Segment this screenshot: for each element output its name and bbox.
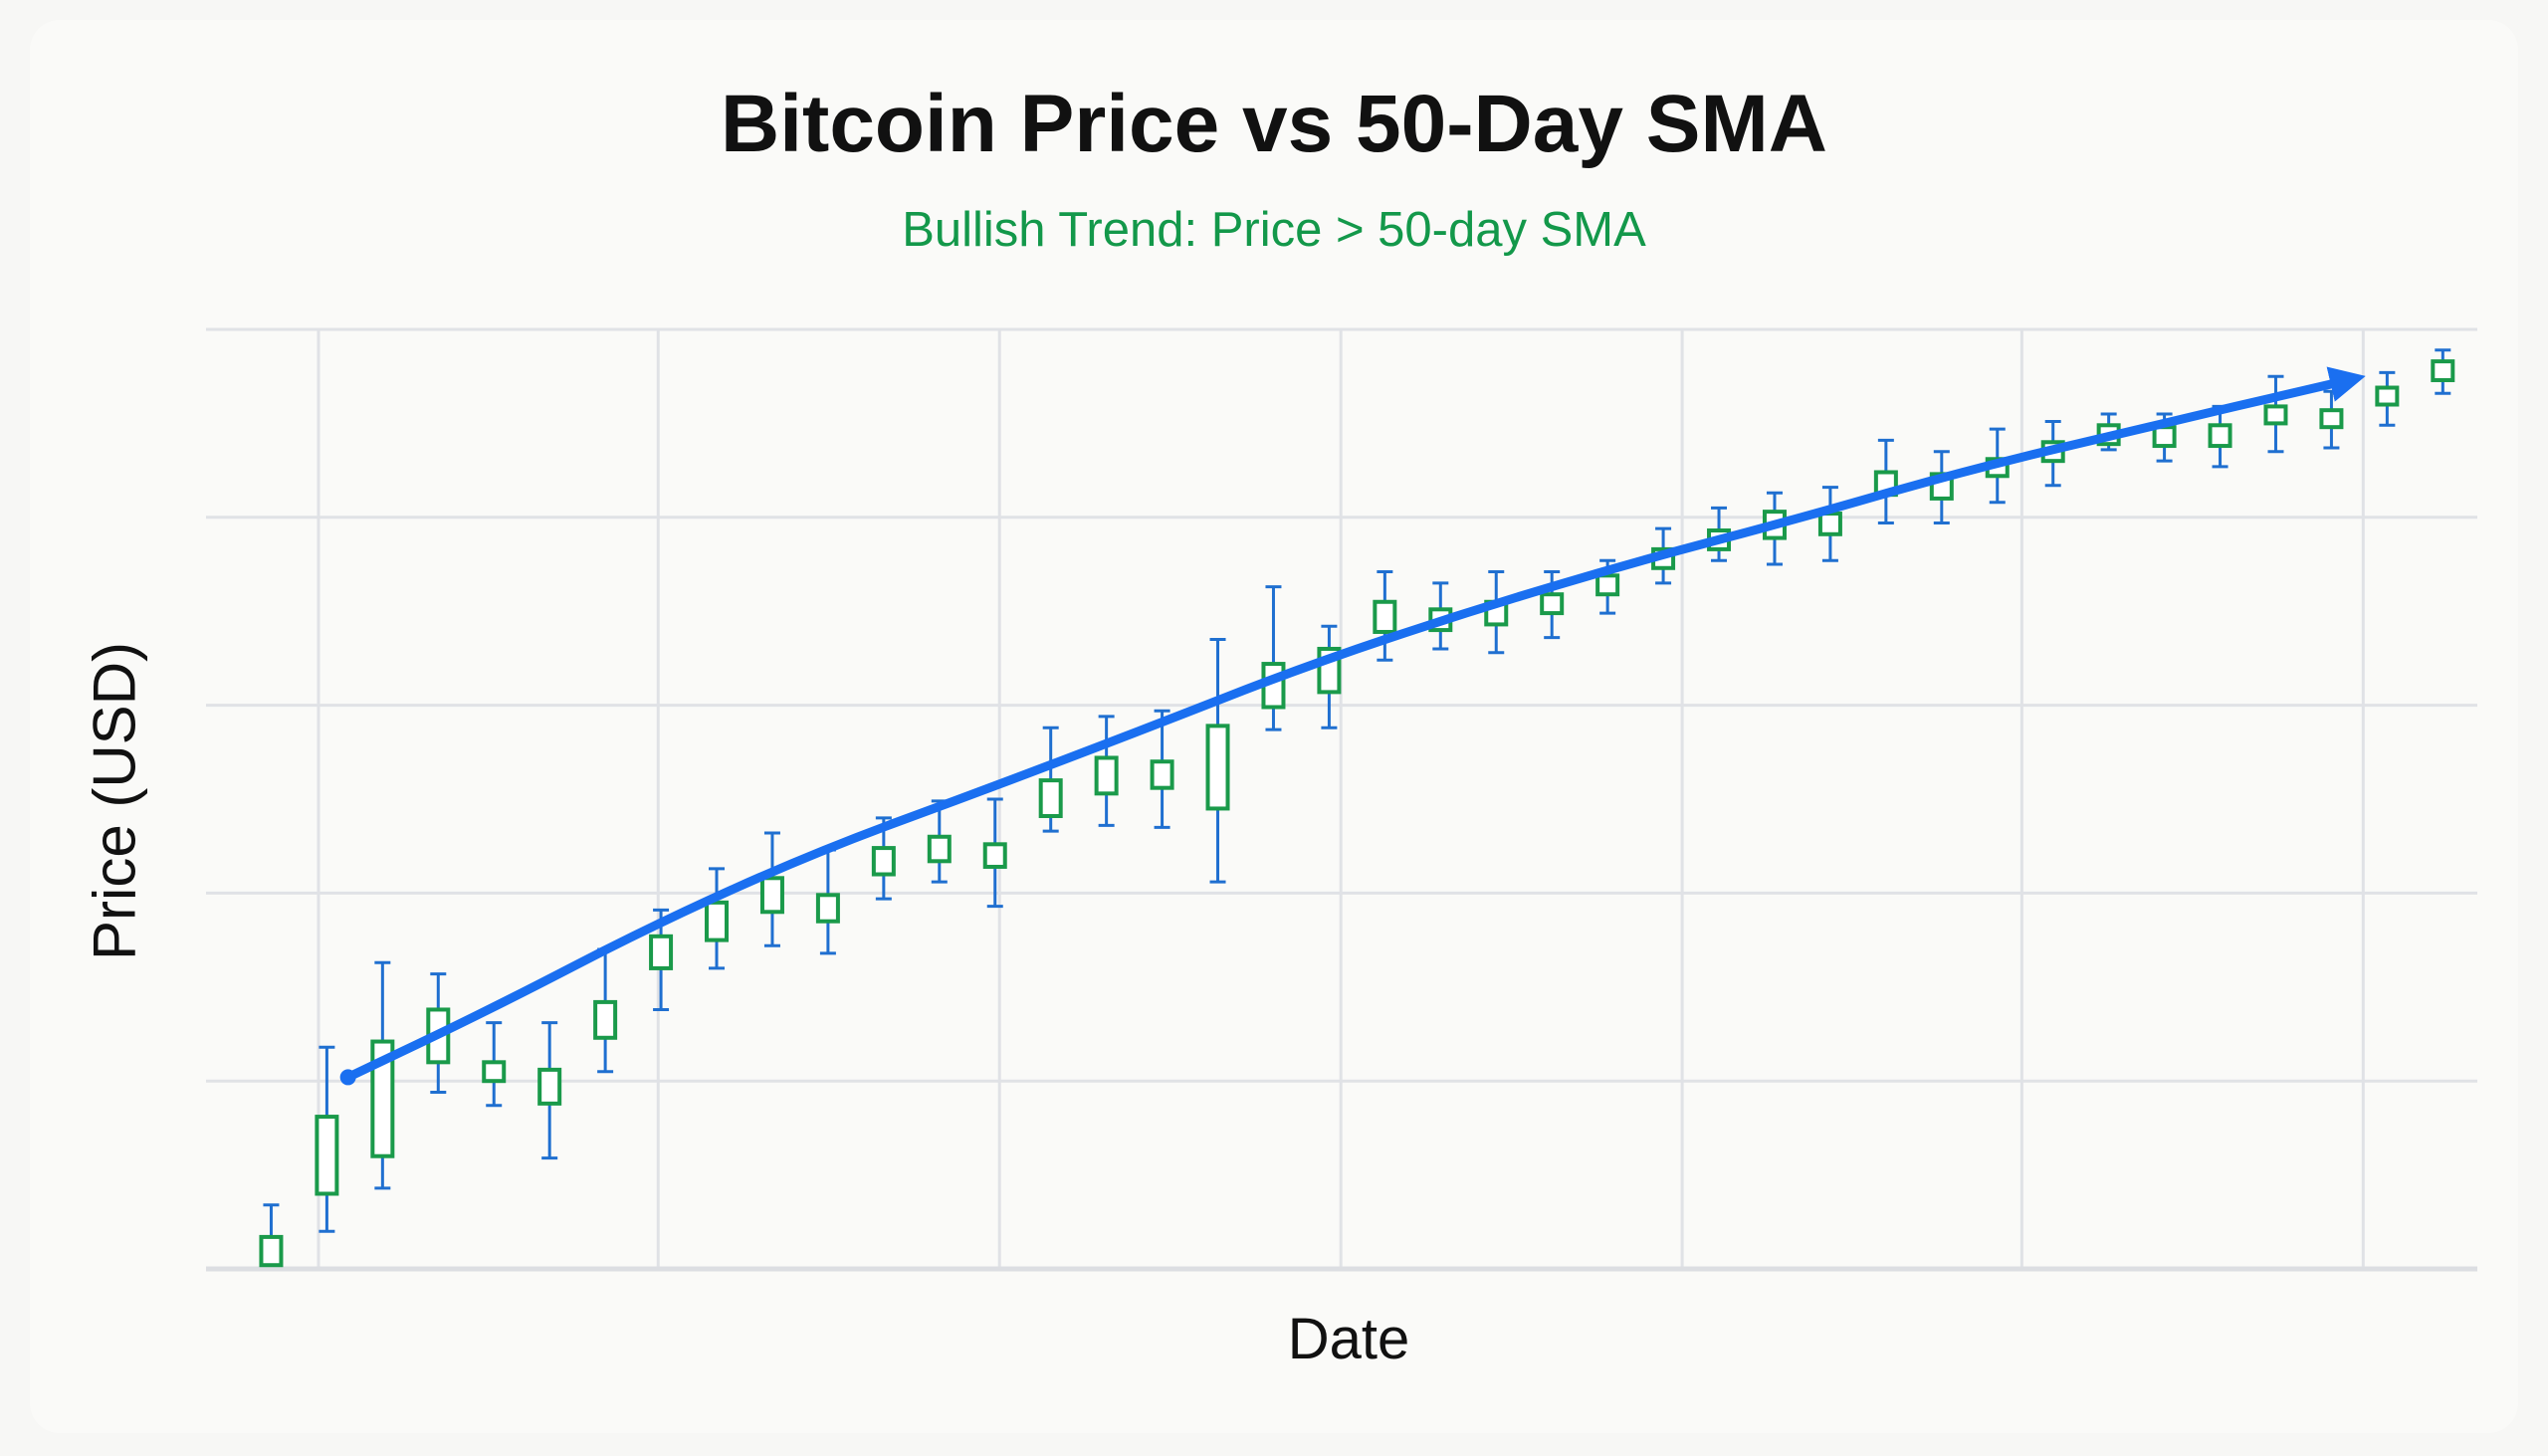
candle-body (593, 999, 618, 1040)
candle-body (1150, 759, 1174, 790)
candle-body (2375, 385, 2400, 407)
candle (315, 1045, 339, 1233)
grid (206, 327, 2477, 1272)
candle (2375, 370, 2400, 427)
x-axis-label: Date (1287, 1307, 1410, 1371)
sma-series (339, 366, 2366, 1086)
candle-body (2263, 404, 2288, 426)
candle-body (259, 1234, 284, 1268)
candle-body (927, 834, 952, 864)
candle (537, 1021, 562, 1160)
sma-start-dot (339, 1069, 356, 1086)
candle (259, 1203, 284, 1268)
candle-body (1595, 573, 1620, 597)
candle-body (1094, 755, 1119, 796)
candle-body (705, 900, 730, 942)
candle (705, 867, 730, 970)
candle-body (815, 893, 840, 924)
candle-body (482, 1060, 507, 1084)
candle (370, 960, 395, 1190)
candle (815, 848, 840, 955)
candle-body (1205, 724, 1230, 811)
sma-line (343, 366, 2366, 1082)
candle (1929, 450, 1954, 524)
candle (1205, 638, 1230, 884)
candle (649, 908, 674, 1011)
candle (1484, 570, 1509, 655)
candle (1038, 726, 1063, 833)
chart-title: Bitcoin Price vs 50-Day SMA (721, 79, 1827, 169)
candle (982, 797, 1007, 909)
candle (2263, 374, 2288, 454)
candle-body (759, 876, 784, 915)
candle (1317, 624, 1342, 729)
candle (2319, 389, 2344, 450)
candles (259, 348, 2455, 1268)
candle-body (1373, 599, 1397, 634)
candle-body (1540, 592, 1565, 616)
candle (1150, 709, 1174, 829)
candle-body (2208, 423, 2232, 449)
candle-body (2319, 408, 2344, 430)
candle (1094, 715, 1119, 827)
candle (1817, 486, 1842, 562)
candle-body (370, 1039, 395, 1158)
candle-body (2152, 425, 2177, 449)
candle (927, 799, 952, 884)
candle-body (982, 842, 1007, 869)
candle-body (649, 934, 674, 970)
candle-body (2431, 359, 2455, 382)
candle (1261, 585, 1286, 731)
candle-body (1817, 512, 1842, 536)
candle (2431, 348, 2455, 395)
candle (593, 947, 618, 1074)
candle (1540, 570, 1565, 640)
candle-body (537, 1067, 562, 1106)
candle-body (1038, 778, 1063, 818)
candle (1873, 438, 1898, 524)
candle-body (871, 846, 896, 877)
chart-subtitle: Bullish Trend: Price > 50-day SMA (902, 203, 1646, 257)
candle (1373, 570, 1397, 662)
candle (482, 1021, 507, 1108)
candle-body (315, 1115, 339, 1196)
candle (759, 831, 784, 947)
